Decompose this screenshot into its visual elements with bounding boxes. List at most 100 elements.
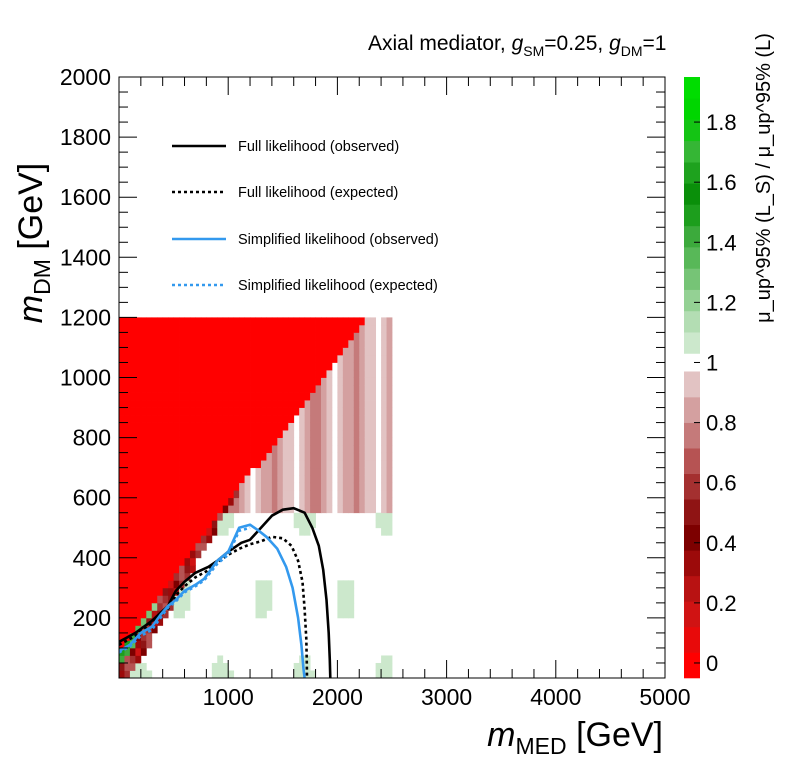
heatmap-cell [124, 467, 131, 476]
heatmap-cell [304, 324, 311, 333]
heatmap-cell [168, 400, 174, 408]
heatmap-cell [271, 445, 278, 454]
heatmap-cell [119, 550, 125, 559]
heatmap-cell [179, 332, 185, 341]
heatmap-cell [277, 332, 284, 341]
heatmap-cell [381, 407, 387, 416]
series-line-4 [119, 526, 251, 654]
heatmap-cell [359, 452, 366, 461]
heatmap-cell [255, 392, 262, 401]
heatmap-cell [140, 662, 147, 671]
heatmap-cell [217, 437, 224, 446]
z-tick-label: 1 [706, 350, 718, 375]
heatmap-cell [168, 430, 174, 438]
heatmap-cell [195, 452, 202, 461]
heatmap-cell [299, 670, 306, 678]
heatmap-cell [386, 430, 393, 438]
heatmap-cell [299, 482, 306, 491]
heatmap-cell [310, 452, 316, 461]
heatmap-cell [288, 422, 295, 431]
heatmap-cell [184, 369, 191, 378]
heatmap-cell [255, 347, 262, 356]
heatmap-cell [119, 520, 125, 529]
heatmap-cell [359, 369, 366, 378]
heatmap-cell [195, 497, 202, 506]
heatmap-cell [206, 482, 213, 491]
heatmap-cell [288, 415, 295, 423]
heatmap-cell [293, 369, 300, 378]
heatmap-cell [162, 520, 169, 529]
heatmap-cell [135, 437, 142, 446]
heatmap-cell [140, 640, 147, 649]
heatmap-cell [342, 437, 349, 446]
heatmap-cell [260, 490, 267, 499]
heatmap-cell [386, 377, 393, 386]
heatmap-cell [326, 407, 333, 416]
heatmap-cell [315, 369, 322, 378]
heatmap-cell [337, 497, 344, 506]
heatmap-cell [255, 580, 262, 589]
heatmap-cell [266, 460, 273, 469]
heatmap-cell [200, 369, 207, 378]
heatmap-cell [299, 354, 306, 363]
heatmap-cell [277, 475, 284, 484]
heatmap-cell [381, 430, 387, 438]
heatmap-cell [348, 445, 355, 454]
heatmap-cell [277, 467, 284, 476]
heatmap-cell [228, 430, 235, 438]
heatmap-cell [146, 512, 153, 521]
heatmap-cell [331, 317, 338, 326]
heatmap-cell [348, 610, 355, 619]
heatmap-cell [375, 662, 382, 671]
heatmap-cell [282, 362, 289, 371]
heatmap-cell [135, 565, 142, 574]
heatmap-cell [146, 415, 153, 423]
heatmap-cell [310, 354, 316, 363]
heatmap-cell [162, 542, 169, 551]
heatmap-cell [364, 377, 371, 386]
z-tick-label: 1.6 [706, 170, 737, 195]
heatmap-cell [310, 490, 316, 499]
heatmap-cell [173, 490, 180, 499]
heatmap-cell [211, 317, 218, 326]
heatmap-cell [233, 407, 240, 416]
heatmap-cell [124, 617, 131, 626]
heatmap-cell [173, 369, 180, 378]
heatmap-cell [321, 430, 327, 438]
heatmap-cell [173, 445, 180, 454]
heatmap-cell [364, 437, 371, 446]
heatmap-cell [222, 437, 229, 446]
heatmap-cell [386, 339, 393, 348]
heatmap-cell [233, 317, 240, 326]
heatmap-cell [146, 535, 153, 544]
heatmap-cell [277, 369, 284, 378]
heatmap-cell [179, 557, 185, 566]
heatmap-cell [310, 467, 316, 476]
heatmap-cell [157, 430, 164, 438]
heatmap-cell [184, 377, 191, 386]
heatmap-cell [140, 625, 147, 634]
heatmap-cell [348, 580, 355, 589]
heatmap-cell [315, 475, 322, 484]
heatmap-cell [299, 460, 306, 469]
heatmap-cell [184, 385, 191, 393]
heatmap-cell [266, 430, 273, 438]
heatmap-cell [189, 475, 196, 484]
heatmap-cell [206, 467, 213, 476]
heatmap-cell [239, 354, 245, 363]
heatmap-cell [129, 512, 136, 521]
heatmap-cell [293, 377, 300, 386]
heatmap-cell [250, 422, 256, 431]
heatmap-cell [162, 452, 169, 461]
heatmap-cell [255, 482, 262, 491]
heatmap-cell [381, 422, 387, 431]
heatmap-cell [211, 400, 218, 408]
heatmap-cell [184, 467, 191, 476]
heatmap-cell [342, 400, 349, 408]
heatmap-cell [119, 632, 125, 641]
heatmap-cell [315, 467, 322, 476]
heatmap-cell [255, 422, 262, 431]
heatmap-cell [282, 377, 289, 386]
heatmap-cell [129, 407, 136, 416]
heatmap-cell [386, 467, 393, 476]
